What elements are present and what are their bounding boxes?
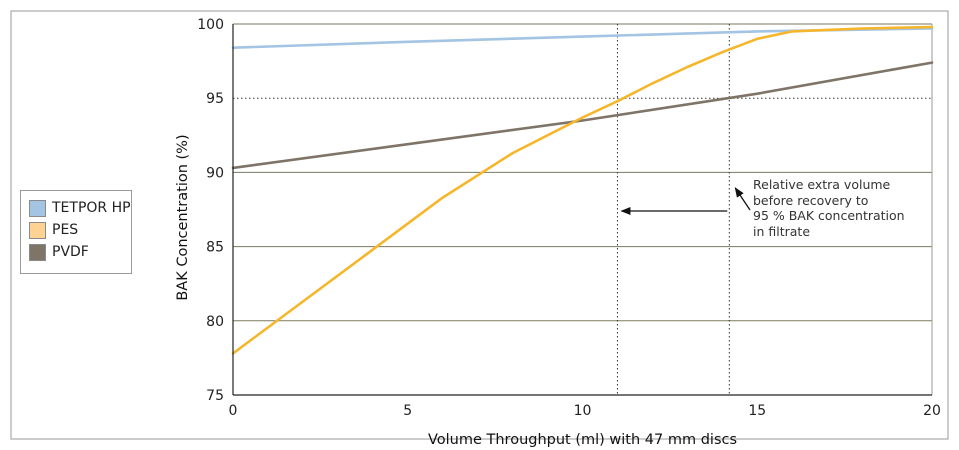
legend-item-pes: PES xyxy=(29,219,131,241)
y-tick-label: 80 xyxy=(206,314,224,330)
y-tick-label: 75 xyxy=(206,388,224,404)
legend-swatch-pvdf xyxy=(29,243,46,261)
series-line-pes xyxy=(231,25,934,355)
x-tick-label: 5 xyxy=(403,403,412,419)
legend-label-tetpor: TETPOR HP xyxy=(52,200,131,216)
series-line-pvdf xyxy=(231,61,934,170)
y-tick-label: 85 xyxy=(206,240,224,256)
outer-frame xyxy=(10,10,949,440)
x-tick-label: 15 xyxy=(748,403,766,419)
annotation-line-3: 95 % BAK concentration xyxy=(753,208,905,223)
legend-item-pvdf: PVDF xyxy=(29,241,131,263)
y-tick-label: 95 xyxy=(206,91,224,107)
annotation-text: Relative extra volume before recovery to… xyxy=(753,177,905,239)
y-axis-label: BAK Concentration (%) xyxy=(175,134,191,300)
x-tick-label: 0 xyxy=(229,403,238,419)
legend-label-pvdf: PVDF xyxy=(52,244,89,260)
y-tick-label: 90 xyxy=(206,165,224,181)
x-axis-label: Volume Throughput (ml) with 47 mm discs xyxy=(428,432,737,448)
legend-swatch-tetpor xyxy=(29,199,46,217)
legend-swatch-pes xyxy=(29,221,46,239)
annotation-pointer-arrow xyxy=(734,187,751,211)
annotation-line-1: Relative extra volume xyxy=(753,177,891,192)
annotation-line-2: before recovery to xyxy=(753,192,869,208)
y-tick-label: 100 xyxy=(197,17,224,33)
x-tick-label: 20 xyxy=(923,403,941,419)
x-tick-label: 10 xyxy=(574,403,592,419)
legend-item-tetpor: TETPOR HP xyxy=(29,197,131,219)
annotation-line-4: in filtrate xyxy=(753,223,811,239)
legend-label-pes: PES xyxy=(52,222,79,238)
series-line-tetpor-hp xyxy=(231,27,934,50)
legend: TETPOR HP PES PVDF xyxy=(20,190,132,274)
